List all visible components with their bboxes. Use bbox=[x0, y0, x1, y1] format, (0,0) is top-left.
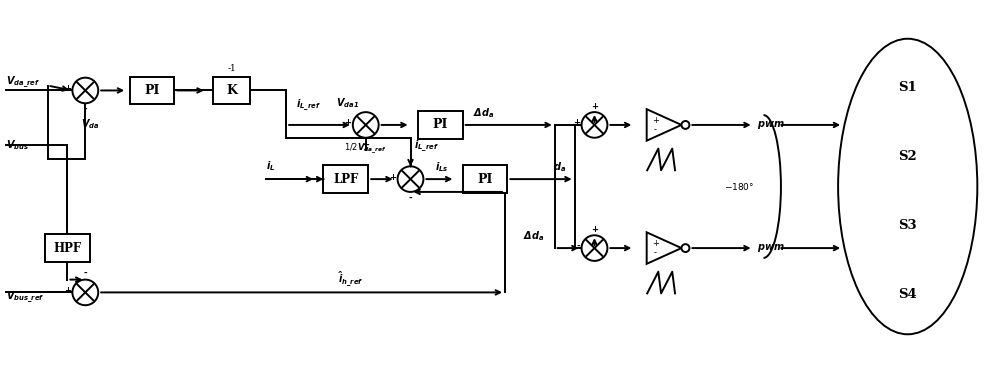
Text: +: + bbox=[64, 84, 71, 93]
Text: $\bfit{V_{da\_ref}}$: $\bfit{V_{da\_ref}}$ bbox=[6, 75, 40, 91]
Text: $\bfit{i_{L\_ref}}$: $\bfit{i_{L\_ref}}$ bbox=[414, 139, 439, 154]
Text: $\bfit{V_{da}}$: $\bfit{V_{da}}$ bbox=[81, 117, 100, 131]
Text: -1: -1 bbox=[227, 64, 236, 73]
Text: +: + bbox=[362, 140, 369, 149]
Text: $\bfit{pwm}$: $\bfit{pwm}$ bbox=[757, 242, 784, 254]
Text: $\bfit{\hat{i}_{h\_ref}}$: $\bfit{\hat{i}_{h\_ref}}$ bbox=[338, 270, 364, 288]
Text: -: - bbox=[654, 125, 657, 134]
Text: +: + bbox=[591, 225, 598, 234]
Text: $\bfit{V_{bus\_ref}}$: $\bfit{V_{bus\_ref}}$ bbox=[6, 289, 44, 305]
Text: $\bfit{i_{L\_ref}}$: $\bfit{i_{L\_ref}}$ bbox=[296, 98, 321, 113]
Text: LPF: LPF bbox=[333, 173, 358, 186]
Circle shape bbox=[582, 235, 607, 261]
Text: +: + bbox=[591, 102, 598, 111]
Text: $\bfit{pwm}$: $\bfit{pwm}$ bbox=[757, 119, 784, 131]
Text: -: - bbox=[409, 194, 412, 203]
Text: K: K bbox=[226, 84, 237, 97]
Circle shape bbox=[72, 280, 98, 305]
Text: +: + bbox=[652, 239, 659, 248]
Text: $1/2\bfit{V_{da\_ref}}$: $1/2\bfit{V_{da\_ref}}$ bbox=[344, 142, 387, 156]
Bar bbox=[45, 234, 90, 262]
Circle shape bbox=[582, 112, 607, 138]
Bar bbox=[323, 165, 368, 193]
Text: $\bfit{i_L}$: $\bfit{i_L}$ bbox=[266, 159, 276, 173]
Text: +: + bbox=[652, 116, 659, 125]
Text: S1: S1 bbox=[898, 82, 917, 95]
Bar bbox=[463, 165, 507, 193]
Text: $-180°$: $-180°$ bbox=[724, 181, 754, 192]
Circle shape bbox=[398, 166, 423, 192]
Text: PI: PI bbox=[433, 119, 448, 131]
Bar bbox=[130, 77, 174, 104]
Text: $\bfit{\Delta d_a}$: $\bfit{\Delta d_a}$ bbox=[473, 106, 494, 120]
Bar bbox=[418, 111, 463, 139]
Text: S2: S2 bbox=[898, 150, 917, 163]
Text: +: + bbox=[573, 119, 580, 128]
Text: $\bfit{V_{da1}}$: $\bfit{V_{da1}}$ bbox=[336, 96, 359, 110]
Text: $\bfit{\Delta d_a}$: $\bfit{\Delta d_a}$ bbox=[523, 229, 545, 243]
Circle shape bbox=[72, 78, 98, 103]
Text: S3: S3 bbox=[898, 220, 917, 232]
Text: +: + bbox=[389, 173, 396, 182]
Text: PI: PI bbox=[144, 84, 160, 97]
Circle shape bbox=[353, 112, 379, 138]
Text: HPF: HPF bbox=[53, 242, 81, 255]
Text: +: + bbox=[344, 119, 351, 128]
Text: $\bfit{i_{Ls}}$: $\bfit{i_{Ls}}$ bbox=[435, 160, 449, 174]
Text: PI: PI bbox=[477, 173, 493, 186]
Text: S4: S4 bbox=[898, 288, 917, 301]
Text: -: - bbox=[84, 105, 87, 114]
Bar bbox=[213, 77, 250, 104]
Circle shape bbox=[681, 121, 689, 129]
Text: $\bfit{d_a}$: $\bfit{d_a}$ bbox=[553, 160, 566, 174]
Text: -: - bbox=[576, 242, 580, 251]
Text: $\bfit{V_{bus}}$: $\bfit{V_{bus}}$ bbox=[6, 138, 29, 151]
Text: +: + bbox=[64, 286, 71, 295]
Text: -: - bbox=[654, 248, 657, 257]
Text: -: - bbox=[84, 269, 87, 278]
Circle shape bbox=[681, 244, 689, 252]
